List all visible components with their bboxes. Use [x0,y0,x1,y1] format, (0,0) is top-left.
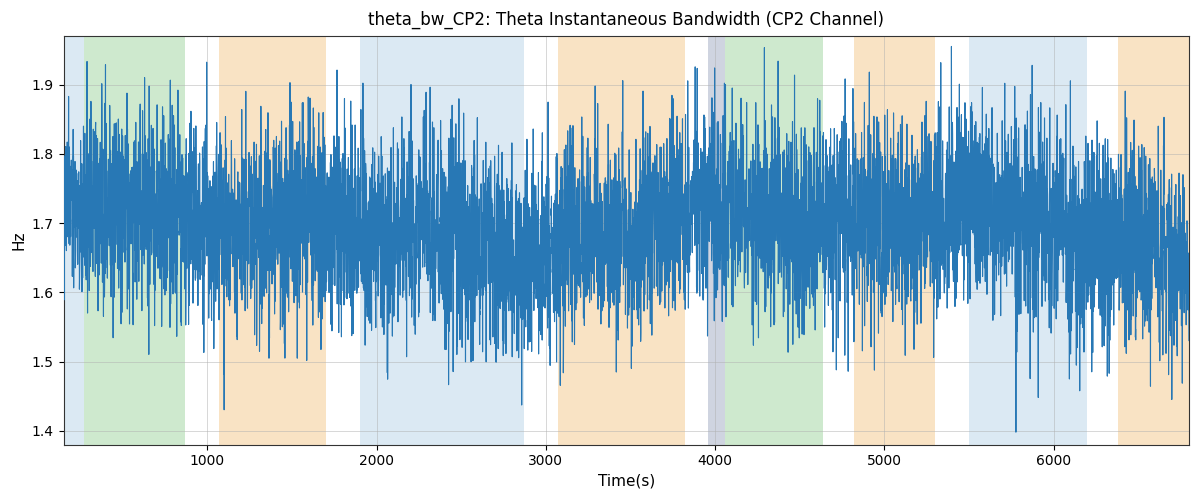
Bar [360,36,524,445]
Bar [558,36,684,445]
Bar [1118,36,1189,445]
Title: theta_bw_CP2: Theta Instantaneous Bandwidth (CP2 Channel): theta_bw_CP2: Theta Instantaneous Bandwi… [368,11,884,30]
Bar [84,36,185,445]
Bar [220,36,326,445]
Bar [708,36,725,445]
Bar [64,36,84,445]
Bar [725,36,823,445]
Bar [968,36,1087,445]
Bar [854,36,935,445]
X-axis label: Time(s): Time(s) [598,474,655,489]
Y-axis label: Hz: Hz [11,230,26,250]
